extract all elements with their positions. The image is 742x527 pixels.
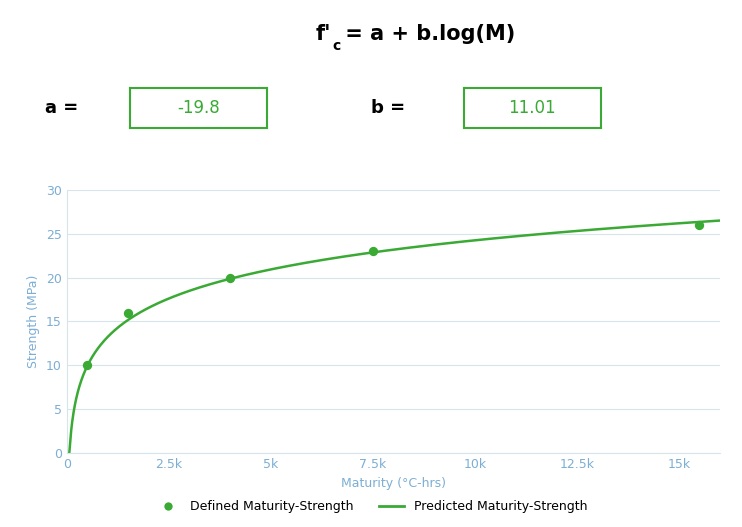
Text: a =: a = bbox=[45, 99, 78, 117]
Point bbox=[224, 274, 236, 282]
Point bbox=[367, 247, 379, 256]
Text: -19.8: -19.8 bbox=[177, 99, 220, 117]
X-axis label: Maturity (°C-hrs): Maturity (°C-hrs) bbox=[341, 476, 446, 490]
Text: b =: b = bbox=[371, 99, 405, 117]
Text: f': f' bbox=[315, 24, 331, 44]
Legend: Defined Maturity-Strength, Predicted Maturity-Strength: Defined Maturity-Strength, Predicted Mat… bbox=[150, 495, 592, 518]
Text: c: c bbox=[332, 39, 341, 53]
Text: 11.01: 11.01 bbox=[508, 99, 556, 117]
Y-axis label: Strength (MPa): Strength (MPa) bbox=[27, 275, 41, 368]
Point bbox=[694, 221, 706, 229]
Point bbox=[82, 361, 93, 369]
Text: = a + b.log(M): = a + b.log(M) bbox=[338, 24, 515, 44]
Point bbox=[122, 308, 134, 317]
